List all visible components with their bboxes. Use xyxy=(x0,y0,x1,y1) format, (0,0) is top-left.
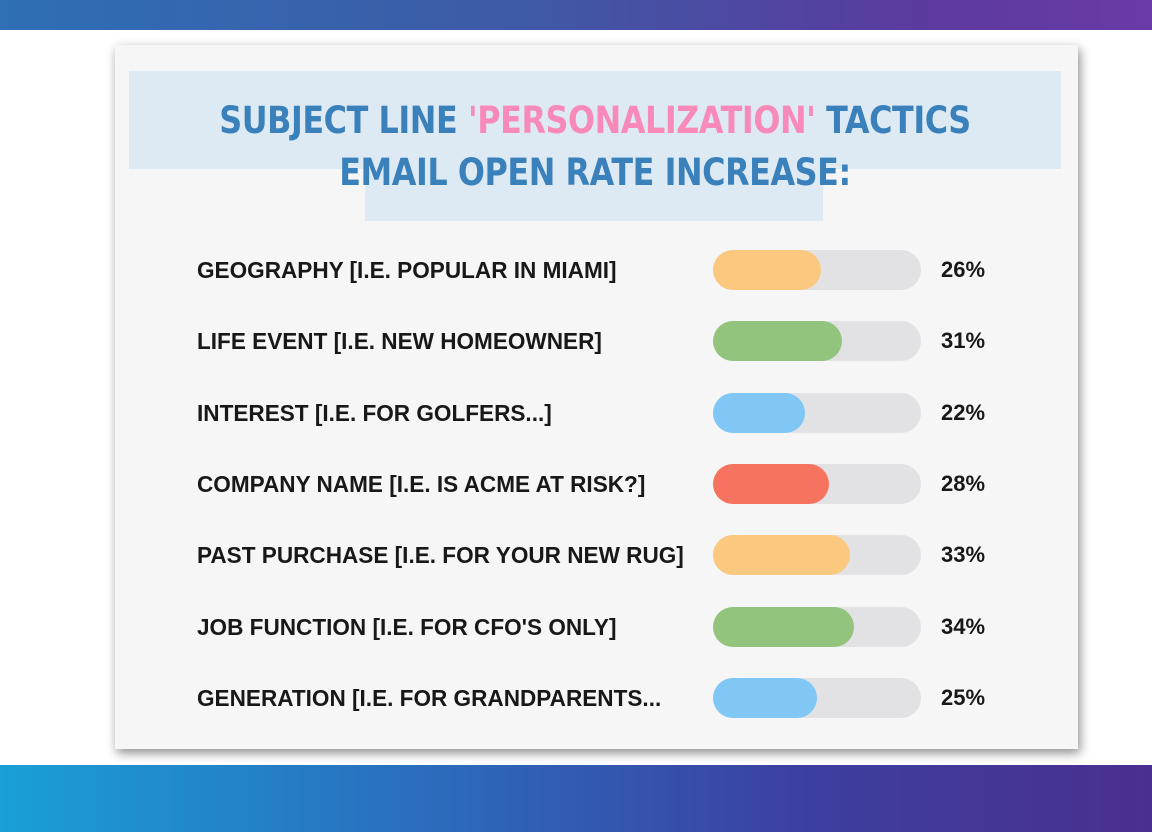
bar-fill xyxy=(713,250,821,290)
value-label: 25% xyxy=(941,685,986,710)
bar-track xyxy=(713,535,921,575)
bar-row: JOB FUNCTION [I.E. FOR CFO'S ONLY] 34% xyxy=(115,605,1078,649)
infographic-card: SUBJECT LINE 'PERSONALIZATION' TACTICS E… xyxy=(115,45,1078,749)
category-label: GEOGRAPHY [I.E. POPULAR IN MIAMI] xyxy=(197,257,617,283)
bar-row: GEOGRAPHY [I.E. POPULAR IN MIAMI] 26% xyxy=(115,248,1078,292)
bar-track xyxy=(713,464,921,504)
bar-fill xyxy=(713,393,805,433)
value-label: 28% xyxy=(941,471,986,496)
category-label: COMPANY NAME [I.E. IS ACME AT RISK?] xyxy=(197,471,646,497)
bar-row: LIFE EVENT [I.E. NEW HOMEOWNER] 31% xyxy=(115,319,1078,363)
title-highlight: 'PERSONALIZATION' xyxy=(467,99,816,142)
title-part-2: TACTICS EMAIL OPEN RATE INCREASE: xyxy=(339,99,971,194)
chart-title: SUBJECT LINE 'PERSONALIZATION' TACTICS E… xyxy=(194,95,996,199)
bar-track xyxy=(713,678,921,718)
bar-fill xyxy=(713,321,842,361)
bar-row: GENERATION [I.E. FOR GRANDPARENTS... 25% xyxy=(115,676,1078,720)
bar-track xyxy=(713,607,921,647)
category-label: JOB FUNCTION [I.E. FOR CFO'S ONLY] xyxy=(197,614,617,640)
top-gradient-band xyxy=(0,0,1152,30)
bar-fill xyxy=(713,678,817,718)
bar-track xyxy=(713,250,921,290)
bar-fill xyxy=(713,464,829,504)
category-label: GENERATION [I.E. FOR GRANDPARENTS... xyxy=(197,685,662,711)
bar-fill xyxy=(713,535,850,575)
bar-track xyxy=(713,393,921,433)
title-banner xyxy=(129,71,1061,169)
bar-fill xyxy=(713,607,854,647)
value-label: 22% xyxy=(941,400,986,425)
bar-row: COMPANY NAME [I.E. IS ACME AT RISK?] 28% xyxy=(115,462,1078,506)
category-label: LIFE EVENT [I.E. NEW HOMEOWNER] xyxy=(197,328,602,354)
value-label: 34% xyxy=(941,614,986,639)
title-part-1: SUBJECT LINE xyxy=(219,99,468,142)
bar-row: INTEREST [I.E. FOR GOLFERS...] 22% xyxy=(115,391,1078,435)
value-label: 31% xyxy=(941,328,986,353)
value-label: 26% xyxy=(941,257,986,282)
category-label: INTEREST [I.E. FOR GOLFERS...] xyxy=(197,400,552,426)
bar-track xyxy=(713,321,921,361)
title-banner-tab xyxy=(365,165,823,221)
category-label: PAST PURCHASE [I.E. FOR YOUR NEW RUG] xyxy=(197,542,684,568)
bar-row: PAST PURCHASE [I.E. FOR YOUR NEW RUG] 33% xyxy=(115,533,1078,577)
value-label: 33% xyxy=(941,542,986,567)
bottom-gradient-band xyxy=(0,765,1152,832)
